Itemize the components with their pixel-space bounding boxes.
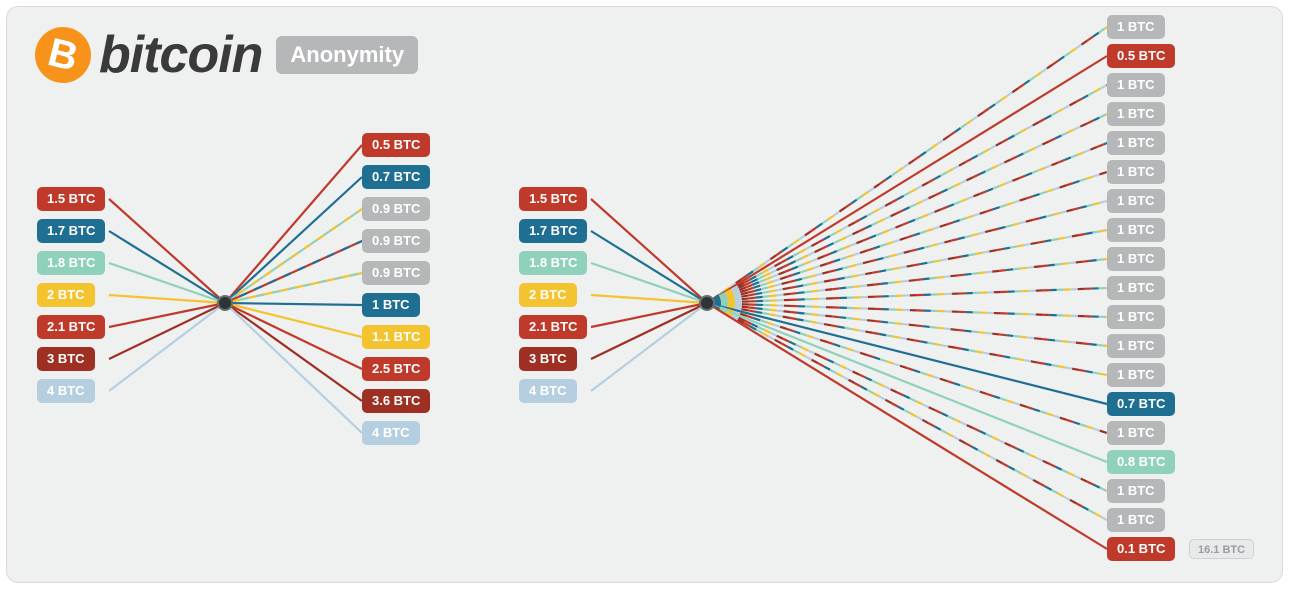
output-chip-1-3: 0.9 BTC bbox=[362, 229, 430, 253]
infographic-canvas: B bitcoin Anonymity 1.5 BTC 1.7 BTC 1.8 BT… bbox=[6, 6, 1283, 583]
input-chip-2-2: 1.8 BTC bbox=[519, 251, 587, 275]
bitcoin-logo-icon: B bbox=[29, 21, 97, 89]
input-chip-1-6: 4 BTC bbox=[37, 379, 95, 403]
input-chip-2-6: 4 BTC bbox=[519, 379, 577, 403]
output-chip-1-5: 1 BTC bbox=[362, 293, 420, 317]
output-chip-2-1: 0.5 BTC bbox=[1107, 44, 1175, 68]
input-chip-2-5: 3 BTC bbox=[519, 347, 577, 371]
output-chip-2-9: 1 BTC bbox=[1107, 276, 1165, 300]
output-chip-2-11: 1 BTC bbox=[1107, 334, 1165, 358]
output-chip-2-18: 0.1 BTC bbox=[1107, 537, 1175, 561]
input-chip-1-2: 1.8 BTC bbox=[37, 251, 105, 275]
subtitle-badge: Anonymity bbox=[276, 36, 418, 74]
output-chip-1-0: 0.5 BTC bbox=[362, 133, 430, 157]
output-chip-2-17: 1 BTC bbox=[1107, 508, 1165, 532]
mix-hub-2 bbox=[699, 295, 715, 311]
input-chip-2-4: 2.1 BTC bbox=[519, 315, 587, 339]
bitcoin-wordmark: bitcoin bbox=[99, 25, 262, 85]
output-chip-2-2: 1 BTC bbox=[1107, 73, 1165, 97]
input-chip-1-1: 1.7 BTC bbox=[37, 219, 105, 243]
header: B bitcoin Anonymity bbox=[35, 25, 418, 85]
output-chip-2-8: 1 BTC bbox=[1107, 247, 1165, 271]
output-chip-2-3: 1 BTC bbox=[1107, 102, 1165, 126]
connection-lines bbox=[7, 7, 1282, 582]
input-chip-1-3: 2 BTC bbox=[37, 283, 95, 307]
output-chip-2-15: 0.8 BTC bbox=[1107, 450, 1175, 474]
input-chip-2-1: 1.7 BTC bbox=[519, 219, 587, 243]
input-chip-1-4: 2.1 BTC bbox=[37, 315, 105, 339]
output-chip-1-8: 3.6 BTC bbox=[362, 389, 430, 413]
input-chip-2-3: 2 BTC bbox=[519, 283, 577, 307]
output-chip-1-9: 4 BTC bbox=[362, 421, 420, 445]
output-chip-2-16: 1 BTC bbox=[1107, 479, 1165, 503]
output-chip-2-12: 1 BTC bbox=[1107, 363, 1165, 387]
output-chip-2-4: 1 BTC bbox=[1107, 131, 1165, 155]
output-chip-2-10: 1 BTC bbox=[1107, 305, 1165, 329]
input-chip-1-5: 3 BTC bbox=[37, 347, 95, 371]
output-chip-1-1: 0.7 BTC bbox=[362, 165, 430, 189]
output-chip-1-2: 0.9 BTC bbox=[362, 197, 430, 221]
output-chip-2-7: 1 BTC bbox=[1107, 218, 1165, 242]
output-chip-2-14: 1 BTC bbox=[1107, 421, 1165, 445]
bitcoin-logo: B bitcoin bbox=[35, 25, 262, 85]
output-chip-1-6: 1.1 BTC bbox=[362, 325, 430, 349]
mix-hub-1 bbox=[217, 295, 233, 311]
output-chip-2-0: 1 BTC bbox=[1107, 15, 1165, 39]
input-chip-2-0: 1.5 BTC bbox=[519, 187, 587, 211]
output-chip-1-4: 0.9 BTC bbox=[362, 261, 430, 285]
input-chip-1-0: 1.5 BTC bbox=[37, 187, 105, 211]
output-chip-2-6: 1 BTC bbox=[1107, 189, 1165, 213]
output-chip-2-13: 0.7 BTC bbox=[1107, 392, 1175, 416]
total-badge: 16.1 BTC bbox=[1189, 539, 1254, 559]
output-chip-1-7: 2.5 BTC bbox=[362, 357, 430, 381]
output-chip-2-5: 1 BTC bbox=[1107, 160, 1165, 184]
